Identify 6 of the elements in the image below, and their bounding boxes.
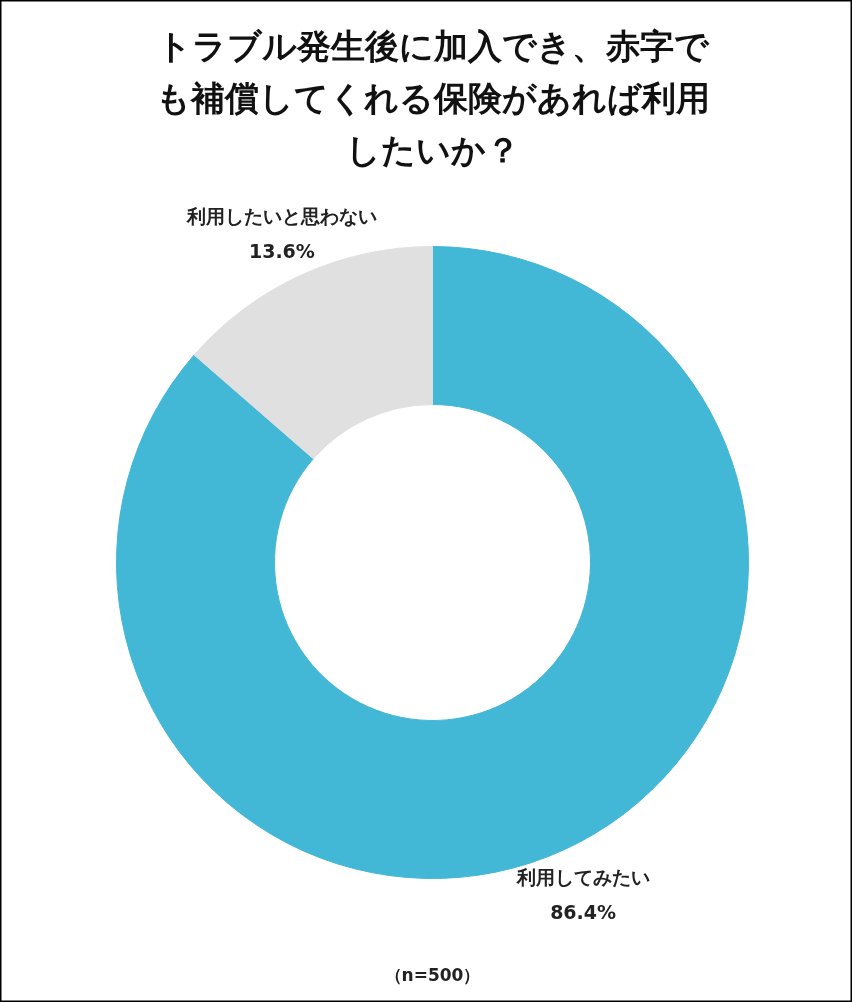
slice-label: 利用してみたい (515, 866, 650, 889)
slice-label: 利用したいと思わない (185, 204, 377, 227)
chart-title: トラブル発生後に加入でき、赤字でも補償してくれる保険があれば利用したいか？ (155, 25, 710, 170)
data-label: 86.4% (550, 901, 617, 924)
text: （n=500） (384, 964, 481, 985)
data-label: 13.6% (248, 239, 315, 262)
